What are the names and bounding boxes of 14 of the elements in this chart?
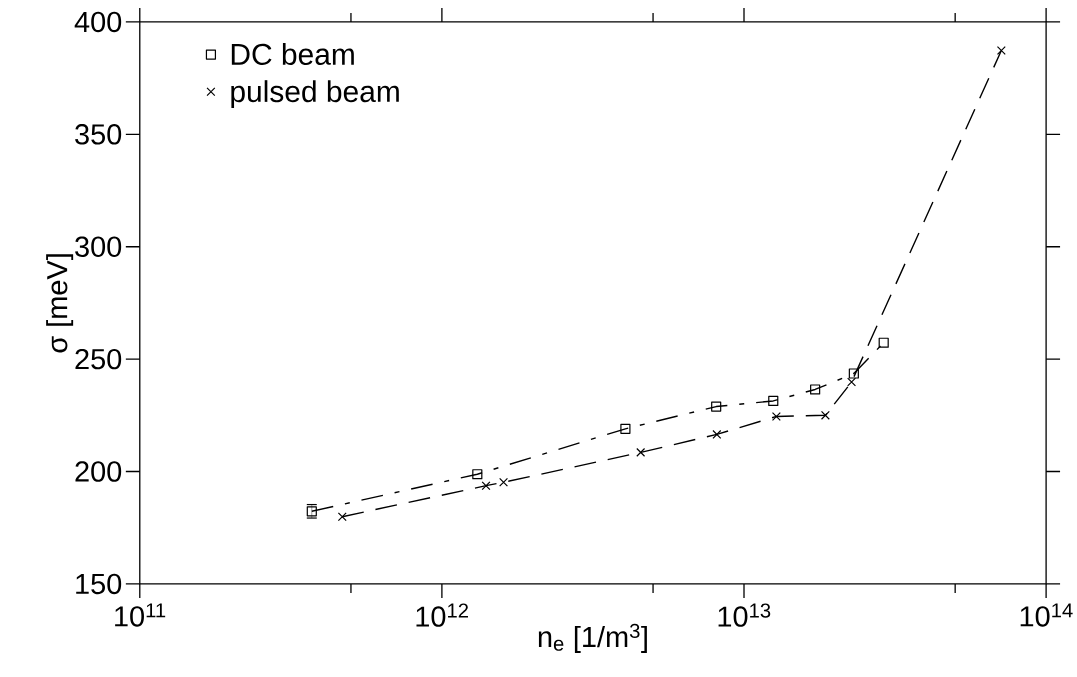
y-tick-label: 250 <box>75 349 122 370</box>
legend-label: DC beam <box>231 43 354 66</box>
y-tick-label: 150 <box>76 573 122 595</box>
y-tick-label: 400 <box>74 11 122 33</box>
y-tick-label: 350 <box>75 124 122 145</box>
y-axis-title: σ [meV] <box>46 254 74 353</box>
x-tick-label: 10$^{12}$ <box>416 603 468 627</box>
y-tick-label: 200 <box>75 461 122 482</box>
x-tick-label: 10$^{14}$ <box>1020 603 1073 627</box>
legend-label: pulsed beam <box>231 80 399 109</box>
y-tick-label: 300 <box>75 236 122 258</box>
x-tick-label: 10$^{11}$ <box>115 603 166 627</box>
x-axis-title: n$_{e}$ [1/m$^{3}$] <box>538 623 647 654</box>
x-tick-label: 10$^{13}$ <box>718 603 771 627</box>
